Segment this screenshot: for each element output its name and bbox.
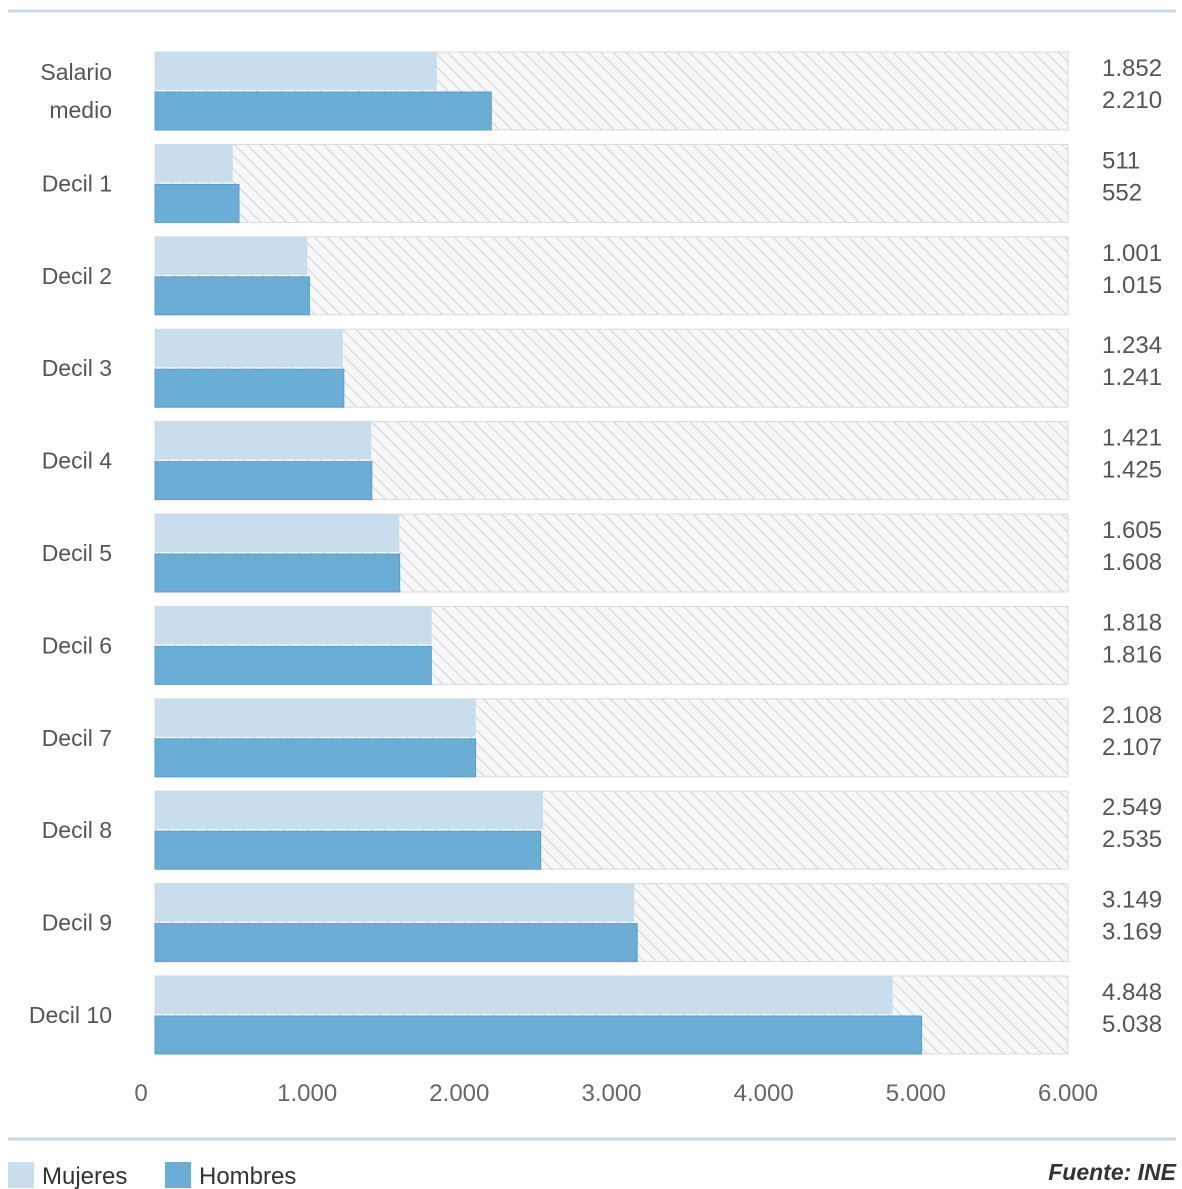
bar-hombres [154,91,492,131]
bar-hombres [154,1015,923,1055]
value-label-hombres: 1.425 [1102,457,1162,484]
row-background [154,143,1069,223]
bar-hombres [154,183,240,223]
value-label-mujeres: 1.421 [1102,425,1162,452]
value-label-hombres: 2.535 [1102,826,1162,853]
category-label: Decil 6 [42,632,112,658]
bar-hombres [154,923,638,963]
bar-mujeres [155,421,372,460]
bar-mujeres [155,698,476,737]
legend-label-hombres: Hombres [199,1163,296,1189]
value-label-hombres: 5.038 [1102,1011,1162,1038]
category-label: Decil 9 [42,910,112,936]
category-label: Decil 7 [42,725,112,751]
category-label: Decil 8 [42,817,112,843]
legend: Mujeres Hombres [8,1162,296,1189]
category-row: Decil 10 4.848 5.038 [29,975,1162,1055]
bar-hombres [154,553,401,593]
category-row: Salario medio 1.852 2.210 [40,51,1162,131]
value-label-hombres: 2.107 [1102,734,1162,761]
legend-swatch-mujeres [8,1162,34,1188]
bar-mujeres [155,144,233,183]
category-label: Decil 5 [42,540,112,566]
value-label-mujeres: 1.818 [1102,609,1162,636]
value-label-hombres: 1.241 [1102,364,1162,391]
category-label: Decil 3 [42,355,112,381]
bar-hombres [154,645,432,685]
category-row: Decil 8 2.549 2.535 [42,790,1162,870]
value-label-hombres: 552 [1102,179,1142,206]
category-row: Decil 3 1.234 1.241 [42,328,1162,408]
x-tick-label: 3.000 [581,1080,641,1107]
category-label: Decil 4 [42,448,113,474]
value-label-hombres: 2.210 [1102,87,1162,114]
category-label: Decil 10 [29,1002,112,1028]
x-tick-label: 4.000 [734,1080,794,1107]
value-label-hombres: 1.816 [1102,641,1162,668]
category-label: Decil 1 [42,170,112,196]
category-row: Decil 4 1.421 1.425 [42,421,1162,501]
category-row: Decil 2 1.001 1.015 [42,236,1162,316]
x-tick-label: 5.000 [886,1080,946,1107]
value-label-mujeres: 1.001 [1102,240,1162,267]
bar-hombres [154,276,310,316]
bar-mujeres [155,976,893,1014]
bar-hombres [154,738,477,778]
value-label-mujeres: 2.549 [1102,794,1162,821]
value-label-mujeres: 1.852 [1102,55,1162,82]
value-label-hombres: 1.015 [1102,272,1162,299]
value-label-hombres: 3.169 [1102,919,1162,946]
value-label-hombres: 1.608 [1102,549,1162,576]
legend-label-mujeres: Mujeres [42,1163,127,1189]
category-label: medio [49,97,112,123]
category-label: Salario [40,59,112,85]
bar-mujeres [155,52,437,90]
x-tick-label: 2.000 [429,1080,489,1107]
bar-mujeres [155,236,308,275]
value-label-mujeres: 4.848 [1102,979,1162,1006]
bar-hombres [154,368,345,408]
category-row: Decil 1 511 552 [42,143,1142,223]
x-tick-label: 0 [134,1080,147,1107]
value-label-mujeres: 1.605 [1102,517,1162,544]
value-label-mujeres: 1.234 [1102,332,1162,359]
legend-swatch-hombres [165,1162,191,1188]
category-label: Decil 2 [42,263,112,289]
bar-hombres [154,830,542,870]
x-tick-label: 1.000 [277,1080,337,1107]
category-row: Decil 9 3.149 3.169 [42,883,1162,963]
bar-mujeres [155,514,400,552]
bar-hombres [154,461,373,501]
bar-mujeres [155,791,543,830]
category-row: Decil 7 2.108 2.107 [42,698,1162,778]
value-label-mujeres: 511 [1102,147,1140,174]
category-row: Decil 5 1.605 1.608 [42,513,1162,593]
value-label-mujeres: 2.108 [1102,702,1162,729]
bar-mujeres [155,329,343,368]
bar-mujeres [155,883,635,922]
value-label-mujeres: 3.149 [1102,887,1162,914]
bar-mujeres [155,606,432,645]
source-label: Fuente: INE [1048,1159,1176,1185]
x-tick-label: 6.000 [1038,1080,1098,1107]
category-row: Decil 6 1.818 1.816 [42,605,1162,685]
